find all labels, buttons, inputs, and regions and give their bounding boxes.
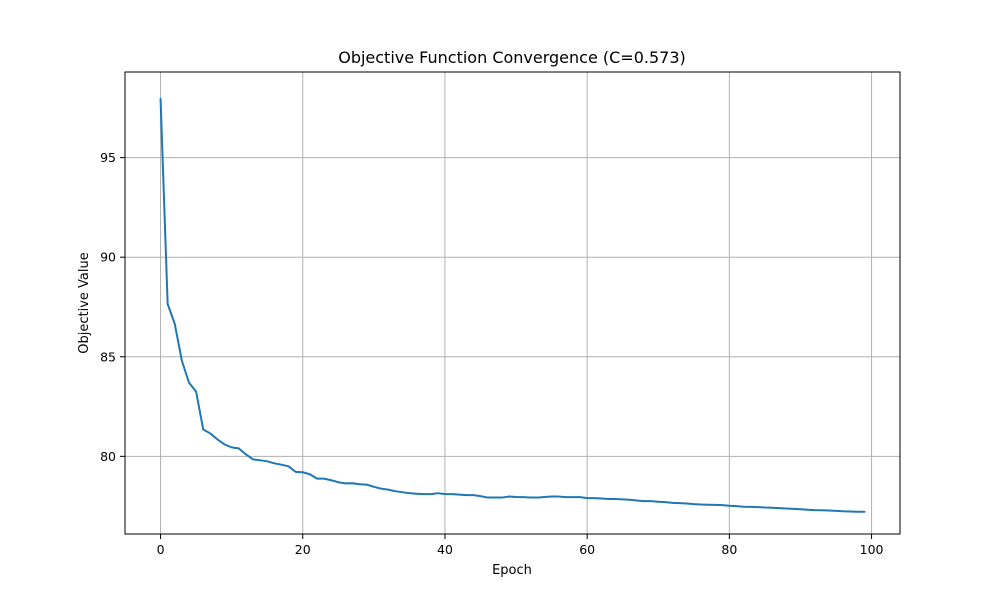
y-axis-label: Objective Value bbox=[77, 252, 92, 353]
grid bbox=[125, 72, 900, 534]
x-tick-label: 80 bbox=[721, 542, 737, 557]
plot-frame bbox=[124, 71, 901, 535]
x-axis: 0 20 40 60 80 100 bbox=[157, 534, 884, 557]
series-layer bbox=[159, 97, 866, 513]
x-tick-label: 60 bbox=[579, 542, 595, 557]
y-axis: 80 85 90 95 bbox=[100, 150, 125, 464]
y-tick-label: 95 bbox=[100, 150, 116, 165]
chart-title: Objective Function Convergence (C=0.573) bbox=[338, 48, 686, 67]
x-tick-label: 20 bbox=[295, 542, 311, 557]
y-tick-label: 85 bbox=[100, 349, 116, 364]
x-tick-label: 40 bbox=[437, 542, 453, 557]
x-axis-label: Epoch bbox=[492, 563, 532, 578]
y-tick-label: 90 bbox=[100, 250, 116, 265]
x-tick-label: 100 bbox=[860, 542, 884, 557]
x-tick-label: 0 bbox=[157, 542, 165, 557]
series-line bbox=[159, 97, 866, 513]
y-tick-label: 80 bbox=[100, 449, 116, 464]
